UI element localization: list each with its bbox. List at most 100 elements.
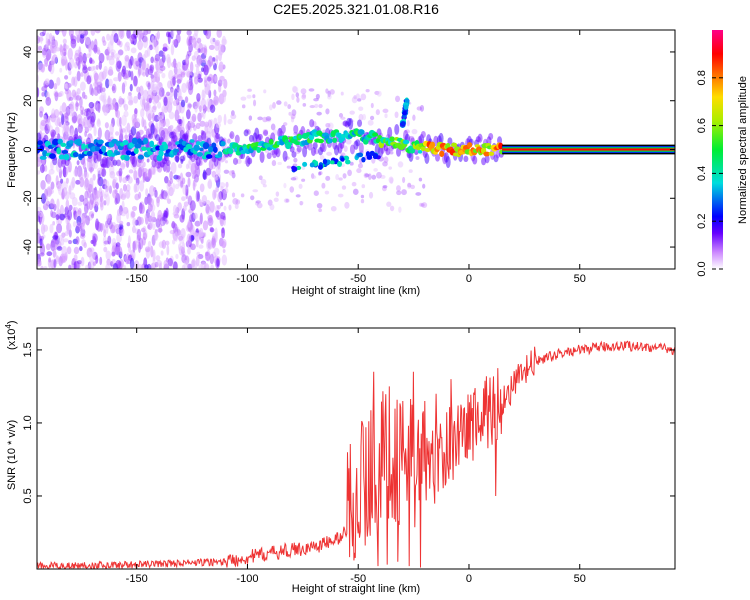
spectrogram-cell [188,120,193,127]
spectrogram-cell [215,186,219,193]
spectrogram-cell [92,233,98,243]
spectrogram-cell [63,153,70,161]
spectrogram-cell [365,151,370,157]
spectrogram-cell [189,214,194,222]
spectrogram-cell [195,65,200,77]
spectrogram-cell [189,200,196,211]
spectrogram-cell [367,119,374,126]
spectrogram-cell [361,156,366,163]
spectrogram-cell [163,96,168,107]
spectrogram-cell [158,50,164,57]
spectrogram-cell [219,75,225,82]
spectrogram-cell [388,176,394,184]
spectrogram-cell [402,176,406,184]
spectrogram-marks [37,30,675,269]
spectrogram-cell [54,30,60,36]
spectrogram-cell [175,253,179,259]
spectrogram-cell [150,123,155,135]
spectrogram-cell [157,101,162,109]
spectrogram-cell [195,232,200,243]
spectrogram-cell [127,94,133,102]
spectrogram-cell [138,241,142,254]
spectrogram-cell [231,170,235,175]
spectrogram-cell [91,213,95,219]
spectrogram-cell [56,223,63,234]
spectrogram-cell [318,171,323,175]
spectrogram-cell [404,98,410,103]
spectrogram-cell [113,77,119,82]
spectrogram-cell [466,142,473,148]
spectrogram-cell [327,138,333,144]
spectrogram-cell [164,176,169,184]
spectrogram-cell [220,202,224,207]
snr-x-label: Height of straight line (km) [292,583,420,595]
spectrogram-cell [212,189,217,200]
spectrogram-cell [209,253,214,265]
spectrogram-cell [231,172,236,179]
spectrogram-cell [132,240,138,251]
spectrogram-cell [120,210,127,217]
spectrogram-cell [200,47,207,54]
spectrogram-cell [96,81,103,88]
spectrogram-cell [48,62,52,72]
spectrogram-cell [283,101,288,107]
spectrogram-cell [438,132,444,145]
spectrogram-cell [75,95,82,101]
spectrogram-cell [142,71,146,77]
spectrogram-cell [78,170,84,181]
spectrogram-cell [50,131,55,140]
spectrogram-cell [75,236,80,245]
spectrogram-cell [85,215,90,226]
spectrogram-cell [181,82,187,94]
spectrogram-cell [447,137,453,145]
spectrogram-cell [158,149,164,157]
spectrogram-cell [86,150,93,157]
spectrogram-cell [372,152,379,159]
spectrogram-cell [232,157,238,165]
spectrogram-cell [124,155,130,162]
spectrogram-cell [140,227,146,233]
spectrogram-cell [89,66,95,72]
spectrogram-cell [206,239,212,251]
spectrogram-cell [150,165,156,175]
spectrogram-cell [356,168,362,174]
spectrogram-cell [314,103,319,109]
spectrogram-cell [212,146,218,153]
spectrogram-cell [88,199,94,211]
spectrogram-cell [196,92,201,102]
spectrogram-cell [39,32,43,44]
spectrogram-cell [72,152,79,158]
spectrogram-cell [156,30,161,40]
spectrogram-cell [177,88,182,100]
spectrogram-cell [190,243,196,251]
x-tick-label: -50 [350,273,366,285]
spectrogram-cell [92,189,99,201]
spectrogram-cell [96,177,102,186]
spectrogram-cell [138,216,144,225]
spectrogram-cell [68,69,72,76]
spectrogram-cell [154,71,161,83]
spectrogram-cell [355,93,360,100]
spectrogram-cell [152,254,156,267]
x-tick-label: 0 [466,573,472,585]
spectrogram-cell [49,153,56,159]
spectrogram-cell [84,36,91,46]
spectrogram-cell [181,242,185,252]
spectrogram-cell [136,228,142,241]
spectrogram-cell [271,159,277,167]
spectrogram-cell [129,83,133,92]
spectrogram-cell [216,212,222,220]
spectrogram-cell [415,192,422,196]
spectrogram-cell [286,165,292,169]
spectrogram-cell [182,184,187,195]
spectrogram-cell [394,95,401,103]
colorbar-tick-label: 0.8 [696,70,708,85]
spectrogram-cell [152,223,156,231]
spectrogram-cell [172,183,176,193]
spectrogram-cell [406,120,410,127]
spectrogram-cell [174,155,180,163]
spectrogram-cell [396,190,402,196]
spectrogram-cell [40,179,46,190]
spectrogram-cell [161,72,166,79]
spectrogram-cell [463,155,469,162]
